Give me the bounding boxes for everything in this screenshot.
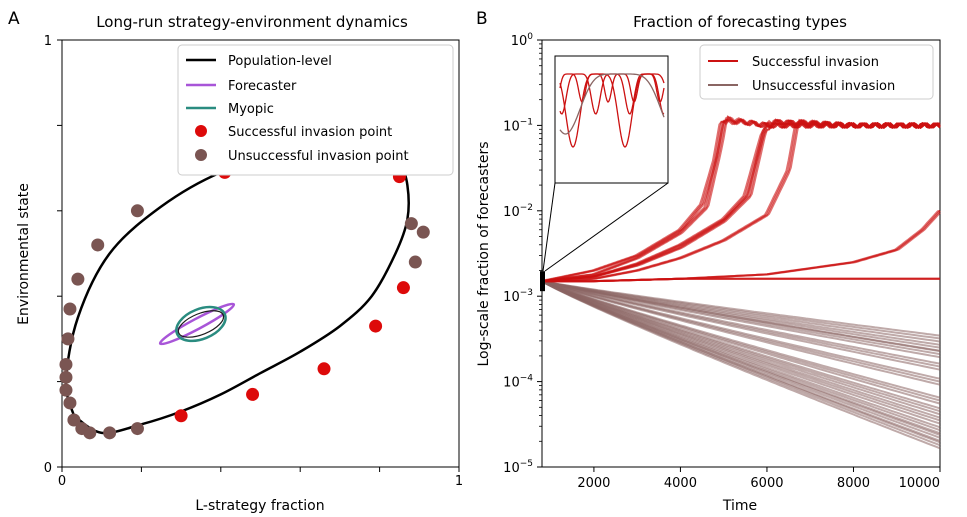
panel-a-legend-box	[177, 44, 454, 176]
unsuccessful-invasion-series	[541, 280, 941, 346]
unsuccessful-invasion-point	[63, 396, 77, 410]
population-orbit-line	[64, 149, 410, 435]
panel-a-label: A	[8, 9, 20, 29]
panel-b-xtick-label: 10000	[899, 476, 940, 491]
unsuccessful-invasion-point	[103, 426, 117, 440]
panel-b-ytick-label: 10−4	[503, 374, 533, 391]
panel-b-ytick-label: 100	[511, 32, 534, 49]
panel-b-legend: Successful invasion Unsuccessful invasio…	[699, 44, 934, 100]
panel-b-xtick-label: 6000	[750, 476, 783, 491]
successful-invasion-point	[246, 387, 260, 401]
unsuccessful-invasion-point	[416, 225, 430, 239]
unsuccessful-invasion-point	[71, 272, 85, 286]
panel-a-xlabel: L-strategy fraction	[195, 498, 324, 514]
unsuccessful-invasion-series	[541, 280, 941, 444]
inset-unsuccessful-curve	[559, 73, 665, 135]
legend-population-label: Population-level	[228, 54, 332, 69]
panel-b-xtick-label: 2000	[577, 476, 610, 491]
panel-a-xtick-left: 0	[58, 474, 66, 489]
panel-a-ylabel: Environmental state	[16, 183, 32, 325]
unsuccessful-invasion-series	[541, 280, 941, 353]
panel-b: B Fraction of forecasting types 2000 4000…	[476, 9, 941, 514]
panel-a-ticks	[57, 39, 460, 472]
successful-invasion-point	[174, 409, 188, 423]
successful-invasion-point	[396, 281, 410, 295]
panel-a-title: Long-run strategy-environment dynamics	[96, 13, 408, 31]
panel-b-plot-area	[540, 114, 941, 450]
unsuccessful-invasion-point	[59, 370, 73, 384]
unsuccessful-invasion-series	[541, 280, 941, 410]
forecaster-orbit-line	[158, 302, 236, 346]
panel-b-ticks: 2000 4000 6000 8000 10000 100 10−1 10−2 10−3 10−4…	[503, 32, 941, 491]
panel-b-ylabel: Log-scale fraction of forecasters	[476, 141, 492, 366]
start-cluster-marker	[540, 271, 545, 292]
legend-successful-invasion-label: Successful invasion	[752, 55, 879, 70]
unsuccessful-invasion-point	[130, 204, 144, 218]
unsuccessful-invasion-series	[541, 280, 941, 399]
legend-unsuccessful-point-label: Unsuccessful invasion point	[228, 149, 409, 164]
legend-myopic-label: Myopic	[228, 102, 274, 117]
unsuccessful-invasion-series	[541, 280, 941, 365]
unsuccessful-invasion-point	[63, 302, 77, 316]
unsuccessful-invasion-point	[59, 383, 73, 397]
panel-a-plot-area	[59, 148, 430, 440]
panel-a-axes-frame	[61, 39, 460, 468]
successful-invasion-point	[317, 362, 331, 376]
legend-successful-point-label: Successful invasion point	[228, 125, 392, 140]
panel-a-ytick-top: 1	[44, 34, 52, 49]
panel-b-xlabel: Time	[722, 498, 757, 514]
panel-b-label: B	[476, 9, 488, 29]
panel-b-ytick-label: 10−5	[503, 459, 533, 476]
unsuccessful-invasion-series	[541, 280, 941, 337]
unsuccessful-invasion-point	[408, 255, 422, 269]
legend-successful-point-marker	[195, 125, 207, 137]
inset-connector-right	[544, 182, 669, 272]
panel-b-xtick-label: 8000	[837, 476, 870, 491]
panel-a-ytick-bottom: 0	[44, 461, 52, 476]
panel-b-title: Fraction of forecasting types	[633, 13, 847, 31]
legend-forecaster-label: Forecaster	[228, 79, 297, 94]
unsuccessful-invasion-series	[541, 280, 941, 429]
unsuccessful-invasion-point	[130, 422, 144, 436]
successful-invasion-point	[369, 319, 383, 333]
legend-unsuccessful-point-marker	[195, 149, 207, 161]
unsuccessful-invasion-series	[541, 280, 941, 380]
inset-connector-left	[542, 182, 556, 272]
unsuccessful-invasion-point	[67, 413, 81, 427]
inset-successful-curve	[559, 73, 665, 104]
panel-b-xtick-label: 4000	[664, 476, 697, 491]
unsuccessful-invasion-point	[83, 426, 97, 440]
panel-a: A Long-run strategy-environment dynamics…	[8, 9, 463, 514]
panel-b-inset	[542, 55, 669, 272]
panel-b-axes-frame	[541, 39, 941, 468]
panel-a-legend: Population-level Forecaster Myopic Succe…	[177, 44, 454, 176]
inset-curves	[559, 73, 665, 148]
myopic-orbit-inner-line	[177, 310, 225, 338]
successful-invasion-series	[542, 277, 940, 283]
panel-b-legend-box	[699, 44, 934, 100]
panel-b-ytick-label: 10−3	[503, 288, 533, 305]
unsuccessful-invasion-series	[541, 280, 941, 436]
unsuccessful-invasion-point	[91, 238, 105, 252]
unsuccessful-invasion-point	[59, 358, 73, 372]
legend-unsuccessful-invasion-label: Unsuccessful invasion	[752, 79, 895, 94]
inset-frame	[554, 55, 669, 184]
unsuccessful-invasion-point	[404, 217, 418, 231]
myopic-orbit-line	[175, 305, 227, 343]
unsuccessful-invasion-series	[541, 280, 941, 419]
panel-b-ytick-label: 10−2	[503, 203, 533, 220]
successful-invasion-series	[541, 118, 941, 283]
unsuccessful-invasion-point	[61, 332, 75, 346]
panel-a-xtick-right: 1	[455, 474, 463, 489]
panel-b-ytick-label: 10−1	[503, 117, 533, 134]
